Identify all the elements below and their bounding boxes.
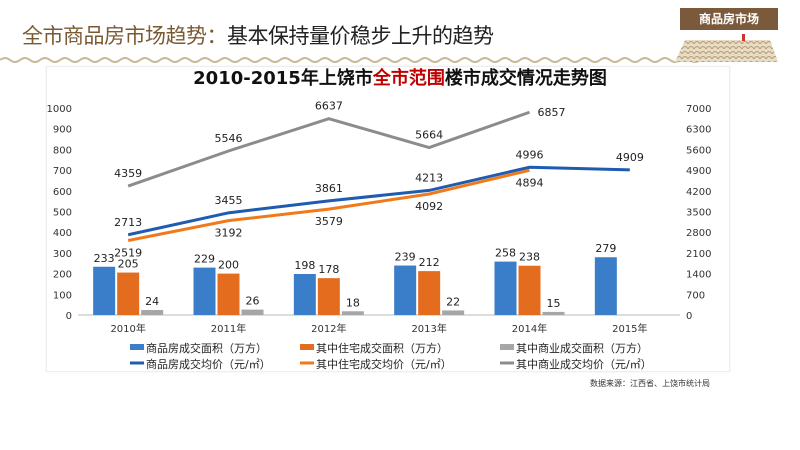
line-label: 2519 [114,247,142,260]
y-left-tick: 500 [53,208,72,219]
y-right-tick: 700 [686,290,705,301]
line-label: 3455 [215,194,243,207]
bar-label: 26 [246,295,260,308]
bar-label: 233 [94,252,115,265]
line-label: 5664 [415,129,443,142]
x-tick: 2010年 [110,322,145,335]
line-label: 4359 [114,167,142,180]
legend-swatch [500,344,514,350]
bar-label: 258 [495,247,516,260]
x-tick: 2012年 [311,322,346,335]
x-tick: 2015年 [612,322,647,335]
bar [293,274,316,315]
line-label: 3192 [215,227,243,240]
bar [394,265,417,315]
bar-label: 239 [395,251,416,264]
series-line [127,168,530,242]
legend-swatch [130,344,144,350]
y-left-tick: 700 [53,166,72,177]
bar-label: 198 [294,259,315,272]
x-tick: 2011年 [211,322,246,335]
bar [217,273,240,315]
line-label: 3579 [315,215,343,228]
y-left-tick: 900 [53,125,72,136]
bar [193,267,216,315]
page-title: 全市商品房市场趋势：基本保持量价稳步上升的趋势 [22,24,494,48]
bar-label: 200 [218,259,239,272]
legend-label: 其中住宅成交面积（万方） [316,341,448,355]
bar-label: 238 [519,251,540,264]
chart: 0 100 200 300 400 500 600 700 800 900 1000 0 700 1400… [47,100,712,371]
bar [418,271,441,315]
line-label: 4996 [516,148,544,161]
bar-label: 22 [446,295,460,308]
bar [341,311,364,315]
bar [542,311,565,315]
y-left-tick: 400 [53,228,72,239]
bar-label: 15 [547,297,561,310]
bar [317,278,340,315]
y-left-tick: 100 [53,290,72,301]
line-label: 6857 [538,106,566,119]
line-label: 4213 [415,171,443,184]
wave-divider [0,57,700,63]
y-right-tick: 4900 [686,166,711,177]
y-right-tick: 4200 [686,187,711,198]
legend-label: 其中商业成交均价（元/㎡） [516,357,652,371]
bar [241,309,264,315]
line-label: 2713 [114,216,142,229]
y-right-tick: 2100 [686,249,711,260]
bar-label: 205 [118,258,139,271]
y-right-tick: 7000 [686,104,711,115]
line-label: 4092 [415,200,443,213]
bar [494,261,517,315]
bar-label: 212 [419,256,440,269]
bar [442,310,465,315]
series-line [127,165,630,237]
legend-swatch [300,344,314,350]
y-right-tick: 0 [686,311,692,322]
bar [117,272,140,315]
x-tick: 2013年 [411,322,446,335]
line-label: 5546 [215,132,243,145]
legend-label: 商品房成交面积（万方） [146,341,267,355]
y-right-tick: 1400 [686,270,711,281]
bar-label: 18 [346,296,360,309]
bar-label: 178 [318,263,339,276]
y-right-tick: 6300 [686,125,711,136]
y-left-tick: 800 [53,145,72,156]
bar-label: 279 [595,242,616,255]
line-label: 3861 [315,182,343,195]
chart-title: 2010-2015年上饶市全市范围楼市成交情况走势图 [193,68,607,89]
bar-label: 24 [145,295,159,308]
data-source: 数据来源：江西省、上饶市统计局 [590,379,710,388]
roof-tiles-logo [675,34,778,62]
y-left-tick: 200 [53,270,72,281]
series-line [127,110,530,188]
y-right-tick: 3500 [686,208,711,219]
bar-label: 229 [194,253,215,266]
line-label: 4894 [516,176,544,189]
line-label: 6637 [315,100,343,113]
x-tick: 2014年 [512,322,547,335]
y-left-tick: 600 [53,187,72,198]
y-left-tick: 0 [66,311,72,322]
legend-label: 其中住宅成交均价（元/㎡） [316,357,452,371]
y-right-tick: 2800 [686,228,711,239]
bar [518,265,541,315]
bar [93,266,116,315]
bar [594,257,617,315]
y-left-tick: 300 [53,249,72,260]
bar [141,310,164,315]
legend-label: 其中商业成交面积（万方） [516,341,648,355]
line-label: 4909 [616,151,644,164]
legend-label: 商品房成交均价（元/㎡） [146,357,271,371]
section-badge: 商品房市场 [680,8,778,30]
y-left-tick: 1000 [47,104,72,115]
y-right-tick: 5600 [686,145,711,156]
chart-container [46,66,730,372]
